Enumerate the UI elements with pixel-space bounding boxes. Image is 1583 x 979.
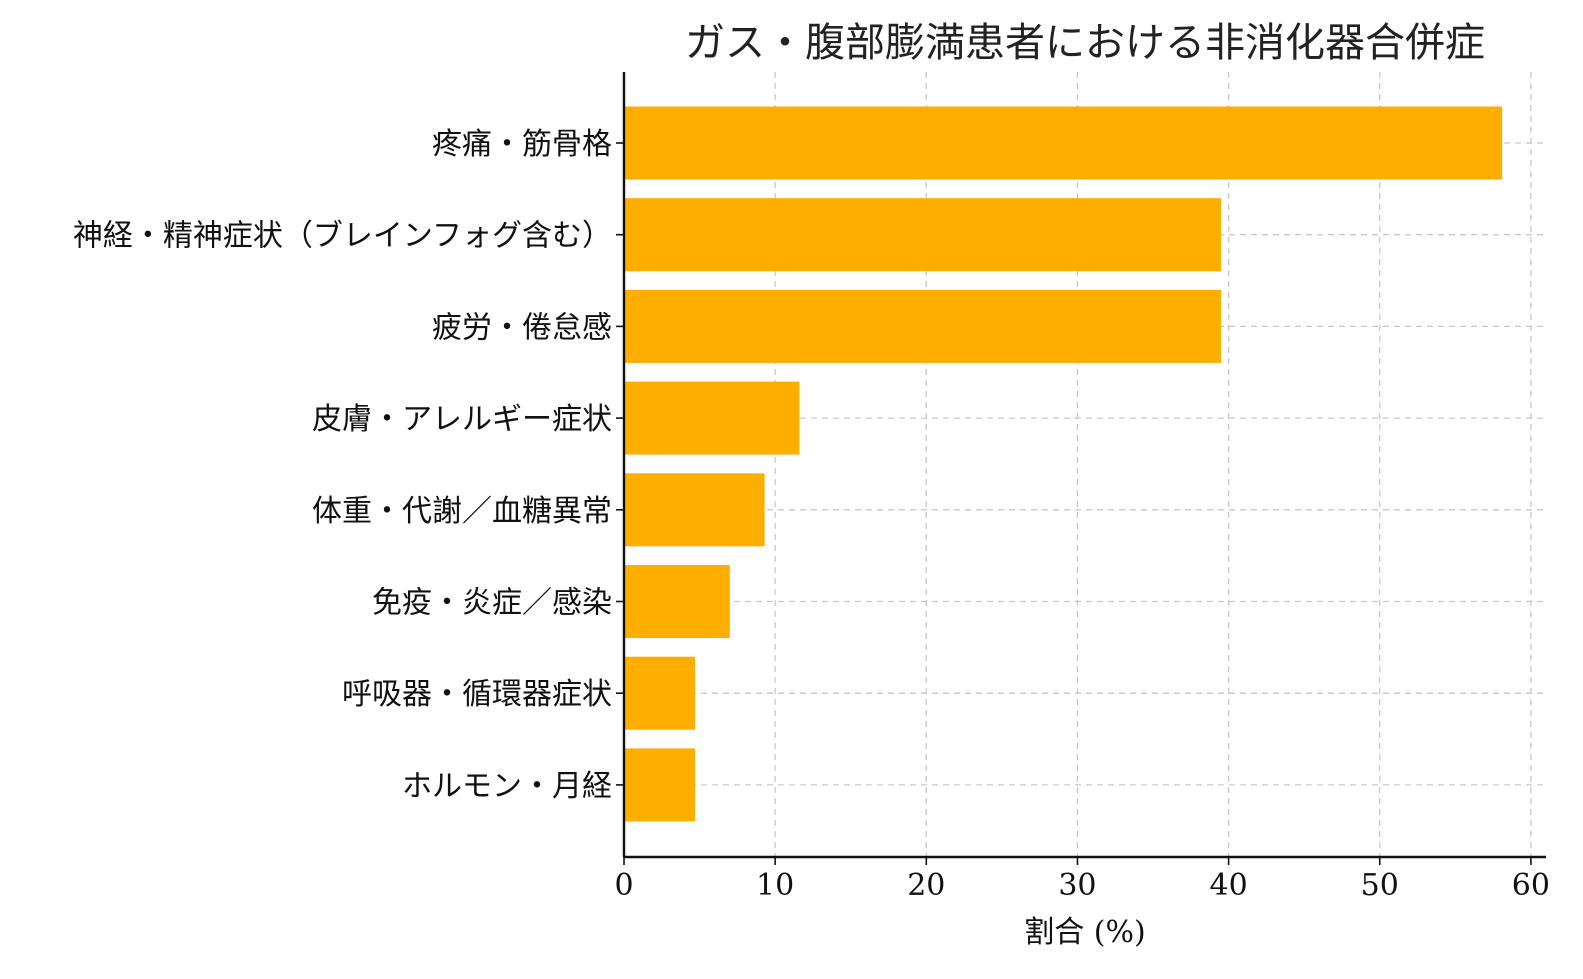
category-label: 疼痛・筋骨格: [432, 127, 612, 162]
bar: [624, 289, 1222, 363]
x-tick-label: 0: [614, 868, 633, 903]
category-label: 神経・精神症状（ブレインフォグ含む）: [73, 219, 612, 254]
x-tick-label: 30: [1058, 868, 1096, 903]
x-axis-title: 割合 (%): [1024, 915, 1145, 950]
bar: [624, 198, 1222, 272]
bar: [624, 656, 696, 730]
bar: [624, 381, 800, 455]
bars: [624, 106, 1503, 822]
chart-title: ガス・腹部膨満患者における非消化器合併症: [685, 20, 1485, 66]
category-label: ホルモン・月経: [402, 769, 612, 804]
category-label: 呼吸器・循環器症状: [342, 677, 612, 712]
x-tick-label: 40: [1209, 868, 1247, 903]
grid: [623, 72, 1546, 857]
bar: [624, 565, 730, 638]
category-label: 体重・代謝／血糖異常: [312, 494, 612, 529]
category-label: 皮膚・アレルギー症状: [312, 402, 612, 437]
category-label: 免疫・炎症／感染: [372, 586, 612, 621]
bar: [624, 473, 765, 547]
bar: [624, 748, 696, 822]
x-tick-label: 20: [907, 868, 945, 903]
category-label: 疲労・倦怠感: [432, 310, 612, 345]
x-tick-label: 10: [756, 868, 794, 903]
axes: 0 10 20 30 40 50 60: [614, 72, 1550, 903]
x-tick-label: 50: [1361, 868, 1399, 903]
x-tick-label: 60: [1512, 868, 1550, 903]
bar: [624, 106, 1503, 180]
